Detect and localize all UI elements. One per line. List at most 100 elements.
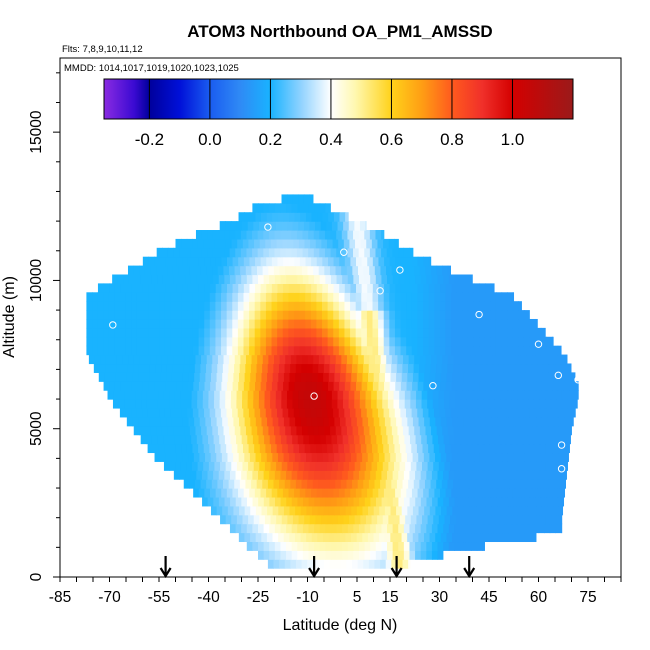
heatmap-cell (494, 461, 502, 471)
heatmap-cell (490, 283, 495, 293)
heatmap-cell (342, 541, 349, 551)
heatmap-cell (469, 416, 476, 427)
heatmap-cell (310, 292, 318, 302)
heatmap-cell (283, 381, 290, 391)
heatmap-cell (225, 514, 232, 525)
heatmap-cell (266, 256, 273, 267)
heatmap-cell (234, 265, 241, 276)
heatmap-cell (322, 381, 329, 391)
heatmap-cell (399, 514, 406, 525)
heatmap-cell (288, 292, 295, 302)
heatmap-cell (501, 327, 508, 338)
heatmap-cell (204, 301, 211, 311)
heatmap-cell (229, 425, 236, 436)
heatmap-cell (186, 238, 193, 249)
heatmap-cell (219, 434, 226, 445)
heatmap-cell (144, 425, 152, 436)
heatmap-cell (149, 363, 157, 373)
heatmap-cell (270, 238, 278, 249)
heatmap-cell (292, 461, 300, 471)
heatmap-cell (120, 318, 127, 329)
heatmap-cell (302, 230, 309, 240)
heatmap-cell (250, 363, 258, 373)
heatmap-cell (422, 407, 430, 418)
heatmap-cell (364, 247, 371, 258)
heatmap-cell (328, 372, 335, 382)
heatmap-cell (392, 496, 400, 507)
heatmap-cell (317, 452, 324, 462)
heatmap-cell (429, 372, 436, 382)
heatmap-cell (436, 363, 443, 373)
heatmap-cell (238, 212, 245, 222)
heatmap-cell (361, 336, 368, 347)
heatmap-cell (245, 363, 252, 373)
heatmap-cell (382, 390, 389, 400)
heatmap-cell (267, 479, 275, 489)
heatmap-cell (350, 488, 357, 498)
heatmap-cell (490, 327, 497, 338)
heatmap-cell (305, 318, 312, 329)
heatmap-cell (159, 327, 166, 338)
heatmap-cell (555, 496, 562, 507)
heatmap-cell (336, 274, 343, 284)
heatmap-cell (141, 390, 148, 400)
heatmap-cell (557, 407, 564, 418)
heatmap-cell (411, 345, 418, 356)
heatmap-cell (131, 327, 138, 338)
heatmap-cell (448, 541, 455, 551)
heatmap-cell (454, 496, 461, 507)
heatmap-cell (138, 372, 145, 382)
heatmap-cell (404, 434, 411, 445)
heatmap-cell (358, 470, 366, 480)
heatmap-cell (442, 265, 449, 276)
heatmap-cell (288, 488, 295, 498)
heatmap-cell (310, 310, 318, 320)
heatmap-cell (336, 550, 343, 560)
heatmap-cell (401, 532, 408, 543)
heatmap-cell (362, 416, 369, 427)
heatmap-cell (387, 496, 394, 507)
heatmap-cell (372, 327, 379, 338)
heatmap-cell (305, 345, 312, 356)
heatmap-cell (316, 318, 323, 329)
heatmap-cell (401, 372, 408, 382)
heatmap-cell (217, 363, 224, 373)
heatmap-cell (297, 541, 304, 551)
heatmap-cell (322, 336, 329, 347)
heatmap-cell (435, 372, 442, 382)
heatmap-cell (345, 212, 349, 222)
heatmap-cell (493, 496, 500, 507)
heatmap-cell (174, 390, 182, 400)
x-tick-label: 45 (480, 589, 497, 606)
heatmap-cell (203, 238, 210, 249)
heatmap-cell (212, 230, 219, 240)
heatmap-cell (339, 532, 347, 543)
heatmap-cell (406, 318, 413, 329)
heatmap-cell (537, 479, 544, 489)
sample-point (429, 382, 437, 390)
heatmap-cell (435, 505, 442, 516)
heatmap-cell (529, 318, 536, 329)
heatmap-cell (251, 265, 258, 276)
flight-arrow (463, 556, 476, 579)
heatmap-cell (560, 523, 563, 534)
heatmap-cell (425, 265, 432, 276)
heatmap-cell (384, 416, 392, 427)
heatmap-cell (181, 327, 188, 338)
heatmap-cell (146, 399, 153, 409)
heatmap-cell (97, 292, 104, 302)
heatmap-cell (92, 292, 99, 302)
heatmap-cell (383, 292, 390, 302)
heatmap-cell (223, 354, 230, 365)
heatmap-cell (268, 354, 275, 365)
heatmap-cell (288, 336, 295, 347)
heatmap-cell (294, 212, 301, 222)
heatmap-cell (551, 407, 559, 418)
heatmap-cell (417, 327, 424, 338)
heatmap-cell (468, 381, 475, 391)
heatmap-cell (486, 363, 493, 373)
heatmap-cell (408, 354, 415, 365)
heatmap-cell (311, 532, 318, 543)
heatmap-cell (230, 434, 237, 445)
heatmap-cell (108, 301, 116, 311)
